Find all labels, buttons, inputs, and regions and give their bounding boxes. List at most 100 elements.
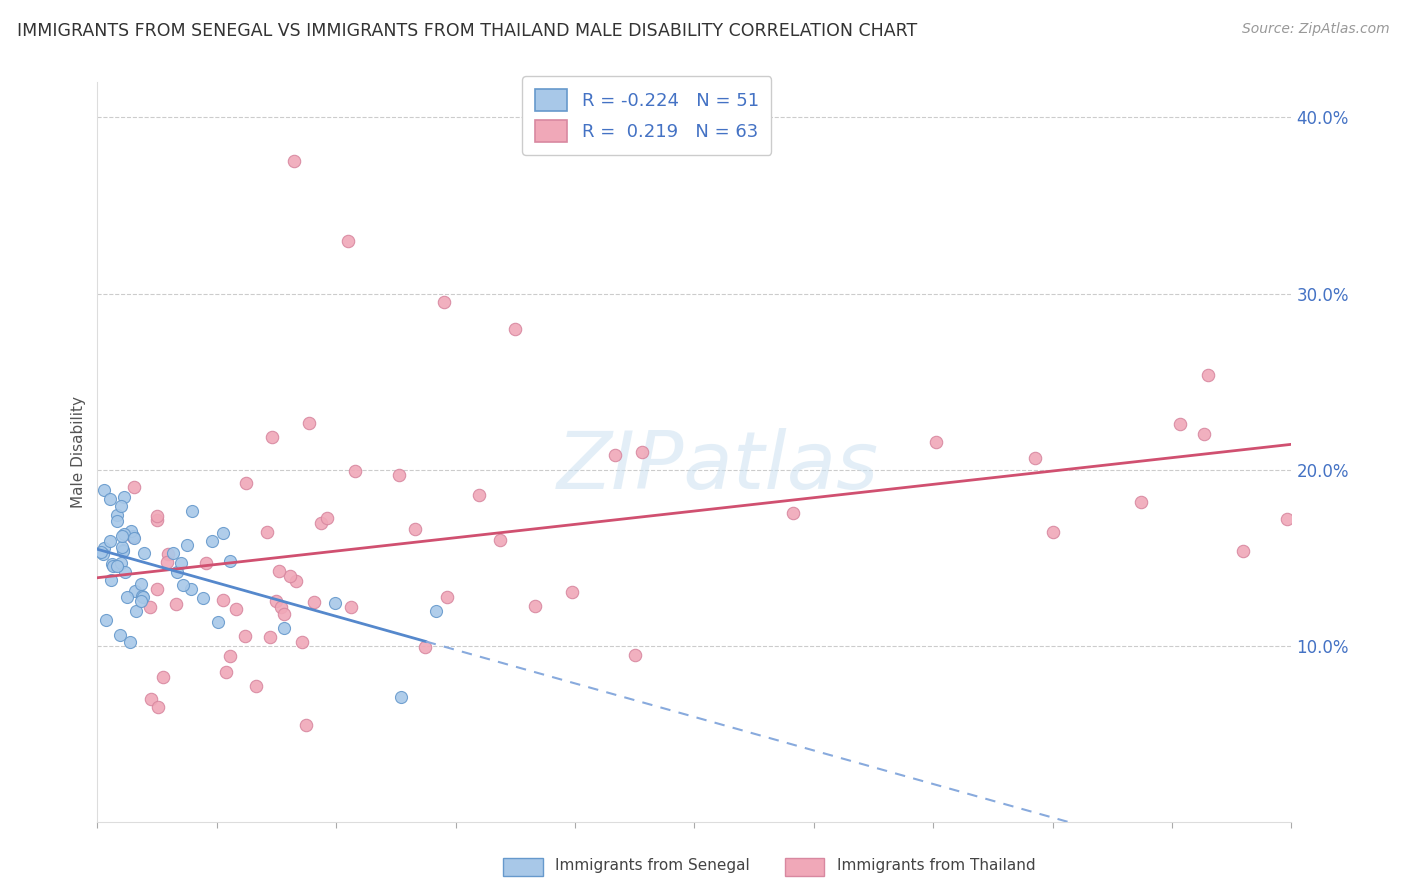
Point bbox=[100, 573, 122, 587]
Point bbox=[278, 568, 301, 582]
Point bbox=[146, 513, 169, 527]
Point bbox=[561, 585, 583, 599]
Point bbox=[121, 529, 143, 543]
Text: Source: ZipAtlas.com: Source: ZipAtlas.com bbox=[1241, 22, 1389, 37]
Point bbox=[219, 649, 242, 664]
Point bbox=[267, 564, 290, 578]
Point bbox=[291, 635, 314, 649]
Text: ZIPatlas: ZIPatlas bbox=[557, 428, 879, 506]
Text: IMMIGRANTS FROM SENEGAL VS IMMIGRANTS FROM THAILAND MALE DISABILITY CORRELATION : IMMIGRANTS FROM SENEGAL VS IMMIGRANTS FR… bbox=[17, 22, 917, 40]
Point bbox=[1168, 417, 1191, 432]
Point bbox=[623, 648, 645, 662]
Point bbox=[233, 629, 256, 643]
Point bbox=[1192, 427, 1215, 442]
Point bbox=[124, 584, 146, 599]
Point bbox=[108, 628, 131, 642]
Point bbox=[215, 665, 238, 679]
Point bbox=[225, 601, 247, 615]
Point bbox=[489, 533, 512, 548]
Point bbox=[132, 590, 155, 604]
Point bbox=[96, 613, 118, 627]
Point bbox=[112, 527, 135, 541]
Point bbox=[101, 557, 124, 571]
Point bbox=[122, 480, 145, 494]
Point bbox=[298, 416, 321, 430]
Point bbox=[134, 546, 156, 560]
Point bbox=[283, 154, 305, 169]
Point bbox=[404, 522, 426, 536]
Point bbox=[139, 599, 162, 614]
Point bbox=[98, 492, 121, 507]
Point bbox=[212, 526, 235, 541]
Point bbox=[172, 578, 194, 592]
Point bbox=[105, 514, 128, 528]
Point bbox=[1130, 494, 1153, 508]
Point bbox=[259, 630, 281, 644]
Point bbox=[211, 593, 233, 607]
Point bbox=[630, 444, 652, 458]
Point bbox=[302, 595, 325, 609]
Point bbox=[139, 692, 162, 706]
Point bbox=[323, 596, 346, 610]
Point bbox=[111, 540, 134, 554]
Point bbox=[110, 500, 132, 514]
Legend: R = -0.224   N = 51, R =  0.219   N = 63: R = -0.224 N = 51, R = 0.219 N = 63 bbox=[522, 77, 772, 154]
Point bbox=[316, 511, 339, 525]
Point bbox=[91, 547, 114, 561]
Point bbox=[433, 295, 456, 310]
Point bbox=[125, 604, 148, 618]
Text: Immigrants from Thailand: Immigrants from Thailand bbox=[837, 858, 1035, 872]
Point bbox=[295, 718, 318, 732]
Point bbox=[176, 538, 198, 552]
Point bbox=[270, 599, 292, 614]
Point bbox=[260, 430, 283, 444]
Point bbox=[605, 448, 627, 462]
Point bbox=[264, 593, 287, 607]
Point bbox=[93, 483, 115, 498]
Point bbox=[114, 565, 136, 579]
Point bbox=[925, 435, 948, 450]
Point bbox=[120, 524, 142, 539]
Text: Immigrants from Senegal: Immigrants from Senegal bbox=[555, 858, 751, 872]
Point bbox=[120, 635, 142, 649]
Point bbox=[146, 700, 169, 714]
Point bbox=[122, 531, 145, 545]
Point bbox=[146, 582, 169, 596]
Point bbox=[156, 555, 179, 569]
Point bbox=[193, 591, 215, 605]
Point bbox=[207, 615, 229, 629]
Point bbox=[235, 476, 257, 491]
Y-axis label: Male Disability: Male Disability bbox=[72, 396, 86, 508]
Point bbox=[122, 530, 145, 544]
Point bbox=[524, 599, 547, 613]
Point bbox=[201, 533, 224, 548]
Point bbox=[129, 594, 152, 608]
Point bbox=[1197, 368, 1219, 382]
Point bbox=[152, 670, 174, 684]
Point bbox=[111, 543, 134, 558]
Point bbox=[105, 558, 128, 573]
Point bbox=[436, 590, 458, 604]
Point bbox=[503, 322, 526, 336]
Point bbox=[180, 504, 202, 518]
Point bbox=[170, 556, 193, 570]
Point bbox=[284, 574, 307, 588]
Point bbox=[1275, 512, 1298, 526]
Point bbox=[309, 516, 332, 531]
Point bbox=[103, 558, 125, 573]
Point bbox=[1042, 524, 1064, 539]
Point bbox=[145, 508, 167, 523]
Point bbox=[111, 529, 134, 543]
Point bbox=[98, 533, 121, 548]
Point bbox=[337, 234, 360, 248]
Point bbox=[129, 576, 152, 591]
Point bbox=[425, 604, 447, 618]
Point bbox=[245, 679, 267, 693]
Point bbox=[195, 557, 218, 571]
Point bbox=[114, 490, 136, 504]
Point bbox=[105, 508, 128, 522]
Point bbox=[111, 543, 134, 558]
Point bbox=[388, 468, 411, 483]
Point bbox=[93, 541, 115, 556]
Point bbox=[131, 589, 153, 603]
